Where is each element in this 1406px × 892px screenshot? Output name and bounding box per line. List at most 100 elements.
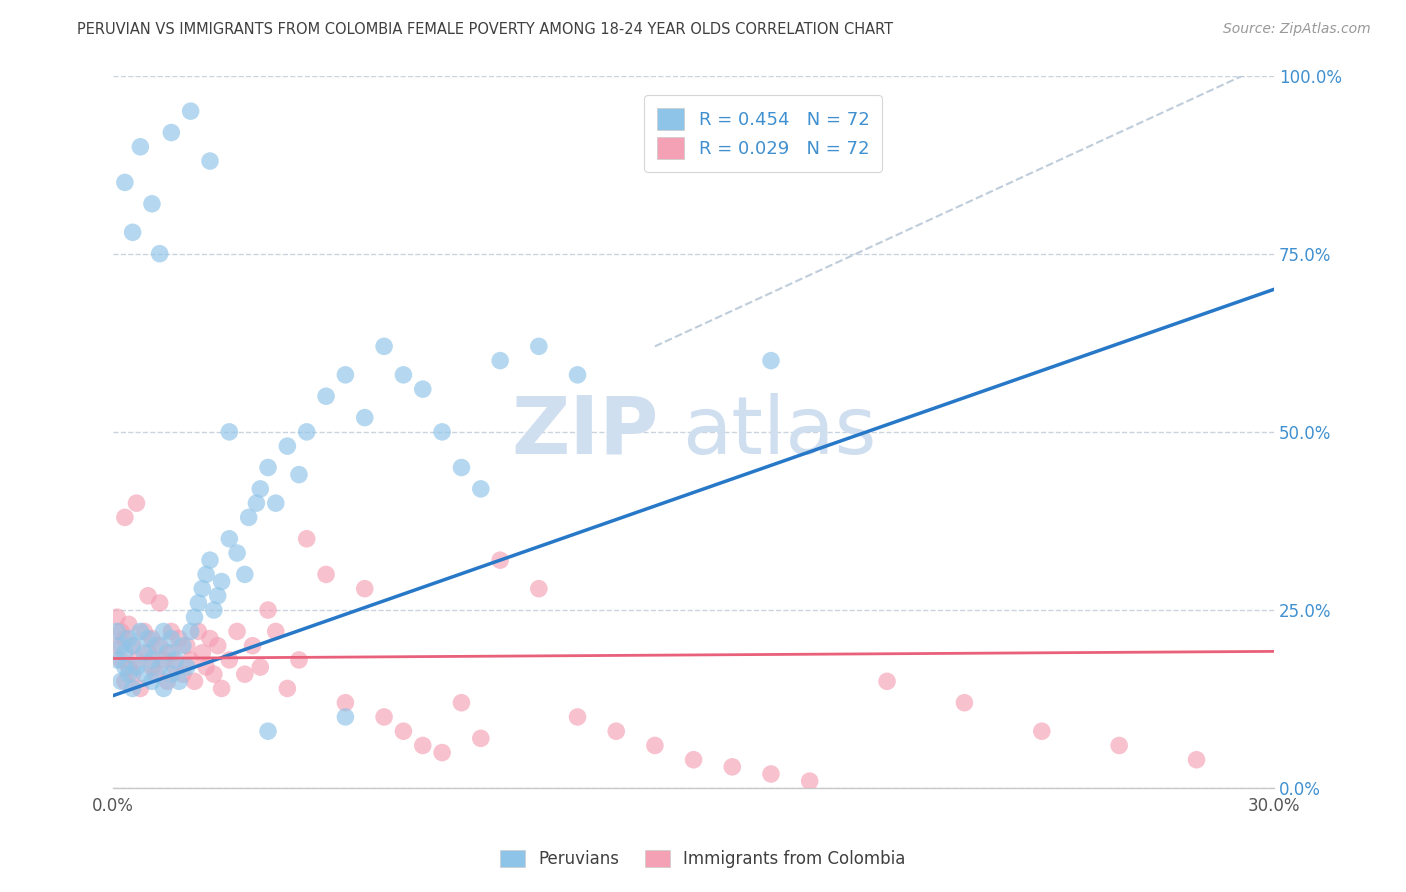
Point <box>114 674 136 689</box>
Point <box>315 567 337 582</box>
Legend: R = 0.454   N = 72, R = 0.029   N = 72: R = 0.454 N = 72, R = 0.029 N = 72 <box>644 95 882 172</box>
Point <box>195 660 218 674</box>
Point <box>187 596 209 610</box>
Point <box>136 589 159 603</box>
Point <box>160 667 183 681</box>
Point <box>218 532 240 546</box>
Point <box>136 646 159 660</box>
Point <box>136 632 159 646</box>
Point <box>450 460 472 475</box>
Point <box>249 660 271 674</box>
Point <box>152 653 174 667</box>
Point <box>121 225 143 239</box>
Point <box>129 140 152 154</box>
Point <box>430 746 453 760</box>
Point <box>315 389 337 403</box>
Point <box>335 368 357 382</box>
Point <box>110 674 132 689</box>
Point <box>118 660 141 674</box>
Point <box>114 176 136 190</box>
Point <box>129 681 152 696</box>
Point <box>160 646 183 660</box>
Point <box>567 368 589 382</box>
Point <box>353 410 375 425</box>
Point <box>110 653 132 667</box>
Point <box>156 646 179 660</box>
Point <box>134 624 156 639</box>
Point <box>152 681 174 696</box>
Point <box>125 653 148 667</box>
Point <box>105 610 128 624</box>
Point <box>470 482 492 496</box>
Point <box>156 674 179 689</box>
Point <box>430 425 453 439</box>
Point <box>412 382 434 396</box>
Point <box>759 353 782 368</box>
Point <box>176 660 198 674</box>
Point <box>118 617 141 632</box>
Point <box>110 639 132 653</box>
Point <box>167 674 190 689</box>
Point <box>245 496 267 510</box>
Point <box>121 681 143 696</box>
Point <box>180 653 202 667</box>
Point <box>114 632 136 646</box>
Point <box>160 632 183 646</box>
Point <box>118 632 141 646</box>
Point <box>121 639 143 653</box>
Point <box>118 667 141 681</box>
Point <box>470 731 492 746</box>
Point <box>211 681 233 696</box>
Point <box>198 553 221 567</box>
Point <box>125 496 148 510</box>
Point <box>233 567 256 582</box>
Text: Source: ZipAtlas.com: Source: ZipAtlas.com <box>1223 22 1371 37</box>
Point <box>141 674 163 689</box>
Point <box>145 667 167 681</box>
Point <box>121 667 143 681</box>
Point <box>114 510 136 524</box>
Point <box>121 639 143 653</box>
Point <box>207 589 229 603</box>
Point <box>105 639 128 653</box>
Point <box>257 460 280 475</box>
Point <box>202 667 225 681</box>
Point <box>288 467 311 482</box>
Point <box>134 646 156 660</box>
Point <box>141 653 163 667</box>
Point <box>129 624 152 639</box>
Point <box>295 425 318 439</box>
Point <box>353 582 375 596</box>
Point <box>567 710 589 724</box>
Point <box>644 739 666 753</box>
Point <box>288 653 311 667</box>
Point <box>165 653 187 667</box>
Point <box>799 774 821 789</box>
Point <box>1185 753 1208 767</box>
Point <box>335 696 357 710</box>
Point <box>165 660 187 674</box>
Point <box>202 603 225 617</box>
Point <box>191 646 214 660</box>
Point <box>226 546 249 560</box>
Point <box>149 660 172 674</box>
Point <box>233 667 256 681</box>
Text: PERUVIAN VS IMMIGRANTS FROM COLOMBIA FEMALE POVERTY AMONG 18-24 YEAR OLDS CORREL: PERUVIAN VS IMMIGRANTS FROM COLOMBIA FEM… <box>77 22 893 37</box>
Point <box>172 667 194 681</box>
Point <box>176 639 198 653</box>
Point <box>1031 724 1053 739</box>
Text: ZIP: ZIP <box>512 392 659 471</box>
Point <box>141 196 163 211</box>
Point <box>172 639 194 653</box>
Point <box>249 482 271 496</box>
Point <box>195 567 218 582</box>
Point <box>191 582 214 596</box>
Point <box>167 632 190 646</box>
Point <box>211 574 233 589</box>
Point <box>152 624 174 639</box>
Point <box>257 724 280 739</box>
Point <box>145 639 167 653</box>
Point <box>335 710 357 724</box>
Point <box>489 553 512 567</box>
Point <box>373 710 395 724</box>
